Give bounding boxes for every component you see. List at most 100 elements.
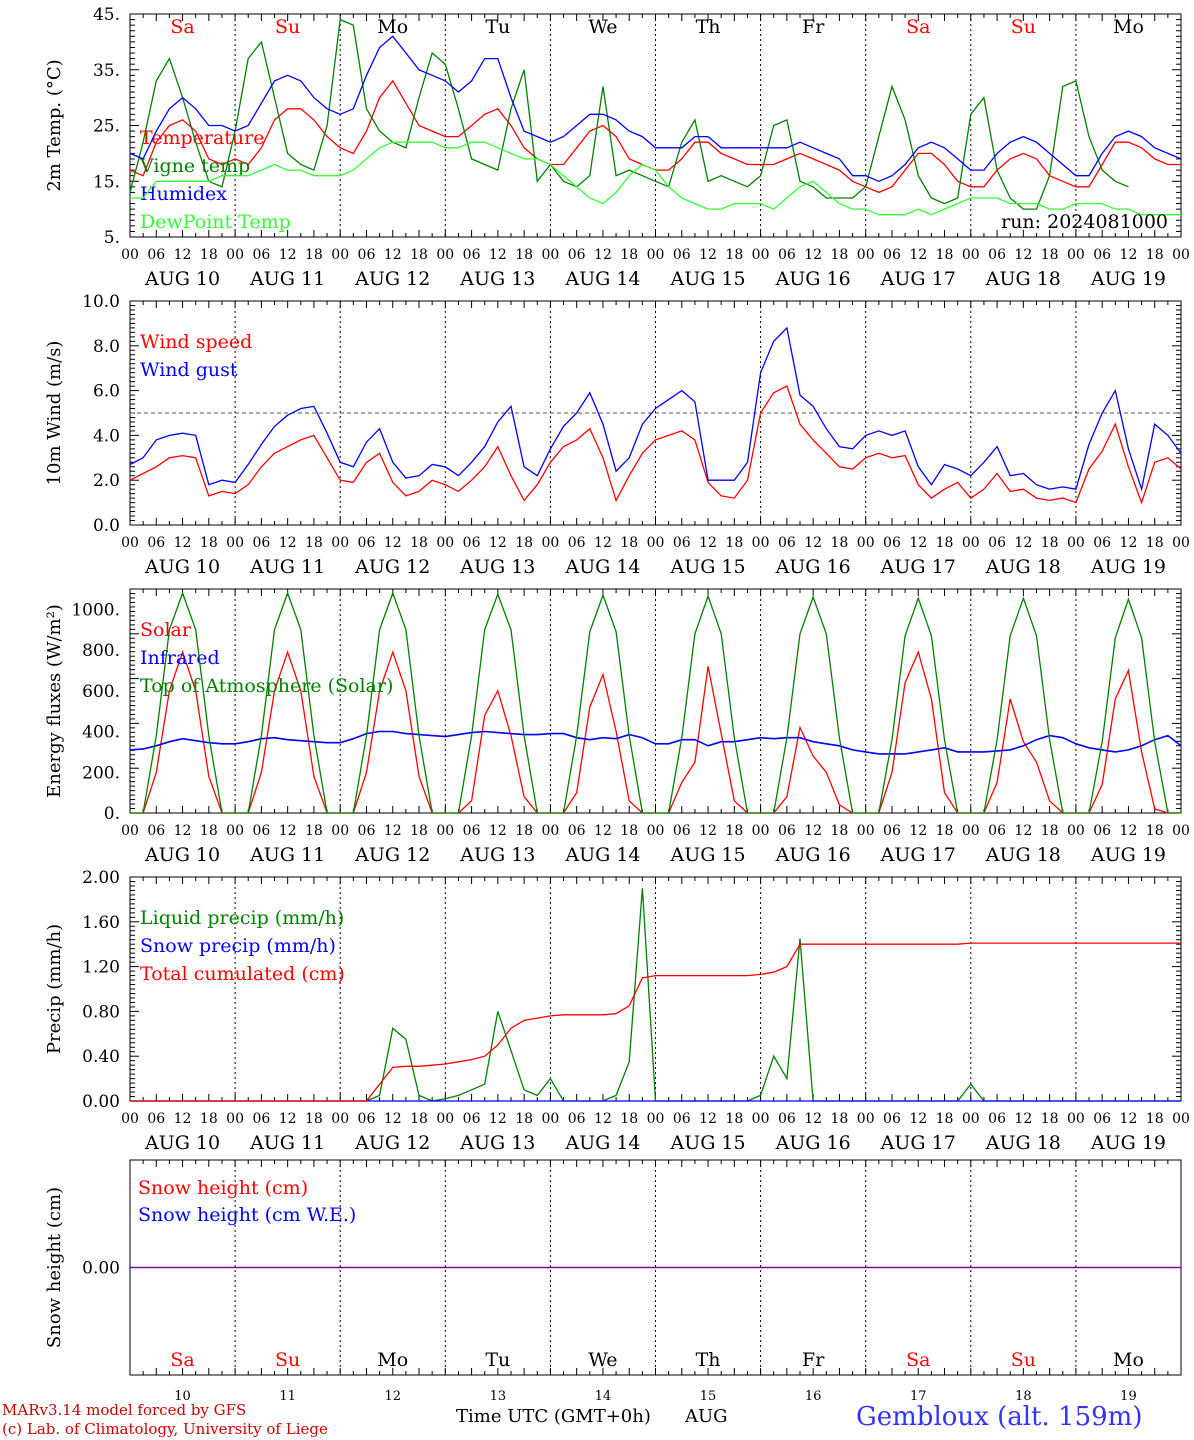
hour-tick-label: 18 bbox=[410, 535, 428, 551]
legend-entry: Temperature bbox=[140, 127, 264, 149]
date-label: AUG 13 bbox=[459, 556, 535, 578]
date-label: AUG 10 bbox=[144, 268, 220, 290]
y-tick-label: 8.0 bbox=[93, 337, 120, 357]
legend-entry: Solar bbox=[140, 619, 192, 641]
weekday-label: Sa bbox=[906, 1349, 930, 1371]
hour-tick-label: 18 bbox=[1146, 535, 1164, 551]
hour-tick-label: 12 bbox=[699, 823, 717, 839]
hour-tick-label: 18 bbox=[305, 1111, 323, 1127]
hour-tick-label: 12 bbox=[174, 247, 192, 263]
y-tick-label: 200. bbox=[82, 763, 120, 783]
weekday-label: Fr bbox=[802, 1349, 825, 1371]
hour-tick-label: 00 bbox=[962, 823, 980, 839]
hour-tick-label: 06 bbox=[358, 1111, 376, 1127]
hour-tick-label: 12 bbox=[1120, 535, 1138, 551]
hour-tick-label: 06 bbox=[1093, 1111, 1111, 1127]
hour-tick-label: 18 bbox=[305, 247, 323, 263]
hour-tick-label: 06 bbox=[883, 1111, 901, 1127]
y-axis-label: 10m Wind (m/s) bbox=[44, 341, 65, 486]
hour-tick-label: 00 bbox=[121, 823, 139, 839]
y-tick-label: 1.20 bbox=[82, 958, 120, 978]
hour-tick-label: 00 bbox=[121, 247, 139, 263]
hour-tick-label: 18 bbox=[410, 247, 428, 263]
hour-tick-label: 00 bbox=[436, 535, 454, 551]
date-label: AUG 11 bbox=[249, 1132, 325, 1154]
hour-tick-label: 00 bbox=[436, 247, 454, 263]
weekday-label: Tu bbox=[485, 1349, 510, 1371]
hour-tick-label: 06 bbox=[988, 823, 1006, 839]
hour-tick-label: 12 bbox=[699, 1111, 717, 1127]
y-tick-label: 45. bbox=[93, 5, 120, 25]
hour-tick-label: 12 bbox=[699, 247, 717, 263]
hour-tick-label: 06 bbox=[252, 1111, 270, 1127]
weekday-label: Th bbox=[696, 1349, 721, 1371]
legend-entry: Total cumulated (cm) bbox=[140, 963, 345, 985]
hour-tick-label: 18 bbox=[620, 247, 638, 263]
hour-tick-label: 18 bbox=[936, 823, 954, 839]
date-label: AUG 13 bbox=[459, 844, 535, 866]
hour-tick-label: 00 bbox=[541, 247, 559, 263]
hour-tick-label: 06 bbox=[778, 247, 796, 263]
hour-tick-label: 06 bbox=[358, 823, 376, 839]
date-label: AUG 11 bbox=[249, 268, 325, 290]
hour-tick-label: 06 bbox=[883, 247, 901, 263]
date-label: AUG 14 bbox=[564, 556, 640, 578]
hour-tick-label: 12 bbox=[384, 535, 402, 551]
date-label: AUG 17 bbox=[880, 844, 956, 866]
hour-tick-label: 06 bbox=[463, 1111, 481, 1127]
date-label: AUG 19 bbox=[1090, 268, 1166, 290]
hour-tick-label: 18 bbox=[936, 535, 954, 551]
hour-tick-label: 06 bbox=[673, 535, 691, 551]
hour-tick-label: 00 bbox=[647, 535, 665, 551]
date-label: AUG 14 bbox=[564, 1132, 640, 1154]
hour-tick-label: 18 bbox=[725, 535, 743, 551]
y-tick-label: 0.00 bbox=[82, 1259, 120, 1279]
weekday-label: Su bbox=[1011, 16, 1036, 38]
hour-tick-label: 00 bbox=[121, 535, 139, 551]
hour-tick-label: 00 bbox=[752, 1111, 770, 1127]
hour-tick-label: 12 bbox=[909, 823, 927, 839]
date-label: AUG 15 bbox=[669, 268, 745, 290]
hour-tick-label: 12 bbox=[1014, 1111, 1032, 1127]
date-label: AUG 11 bbox=[249, 844, 325, 866]
date-label: AUG 10 bbox=[144, 1132, 220, 1154]
hour-tick-label: 06 bbox=[147, 535, 165, 551]
y-tick-label: 2.0 bbox=[93, 471, 120, 491]
hour-tick-label: 00 bbox=[1067, 1111, 1085, 1127]
y-axis-label: Snow height (cm) bbox=[44, 1187, 65, 1348]
hour-tick-label: 06 bbox=[252, 535, 270, 551]
hour-tick-label: 00 bbox=[541, 1111, 559, 1127]
hour-tick-label: 18 bbox=[936, 247, 954, 263]
legend-entry: Snow height (cm W.E.) bbox=[138, 1204, 356, 1226]
hour-tick-label: 18 bbox=[620, 535, 638, 551]
hour-tick-label: 12 bbox=[489, 535, 507, 551]
date-label: AUG 19 bbox=[1090, 844, 1166, 866]
hour-tick-label: 06 bbox=[358, 247, 376, 263]
y-tick-label: 800. bbox=[82, 641, 120, 661]
weekday-label: Tu bbox=[485, 16, 510, 38]
hour-tick-label: 12 bbox=[174, 823, 192, 839]
hour-tick-label: 06 bbox=[147, 1111, 165, 1127]
date-label: AUG 19 bbox=[1090, 1132, 1166, 1154]
date-label: AUG 15 bbox=[669, 844, 745, 866]
time-axis-label: Time UTC (GMT+0h) bbox=[456, 1406, 651, 1427]
hour-tick-label: 06 bbox=[358, 535, 376, 551]
hour-tick-label: 18 bbox=[725, 823, 743, 839]
y-tick-label: 4.0 bbox=[93, 426, 120, 446]
date-label: AUG 18 bbox=[985, 556, 1061, 578]
weekday-label: Mo bbox=[1113, 16, 1144, 38]
credit-line-1: MARv3.14 model forced by GFS bbox=[2, 1401, 247, 1419]
y-tick-label: 0.00 bbox=[82, 1092, 120, 1112]
date-label: AUG 15 bbox=[669, 556, 745, 578]
hour-tick-label: 18 bbox=[620, 823, 638, 839]
weekday-label: Mo bbox=[377, 1349, 408, 1371]
hour-tick-label: 12 bbox=[699, 535, 717, 551]
hour-tick-label: 18 bbox=[200, 535, 218, 551]
legend-entry: Top of Atmosphere (Solar) bbox=[140, 675, 393, 697]
hour-tick-label: 18 bbox=[515, 823, 533, 839]
hour-tick-label: 06 bbox=[988, 535, 1006, 551]
hour-tick-label: 18 bbox=[1146, 1111, 1164, 1127]
hour-tick-label: 18 bbox=[410, 1111, 428, 1127]
hour-tick-label: 06 bbox=[883, 823, 901, 839]
hour-tick-label: 12 bbox=[594, 823, 612, 839]
